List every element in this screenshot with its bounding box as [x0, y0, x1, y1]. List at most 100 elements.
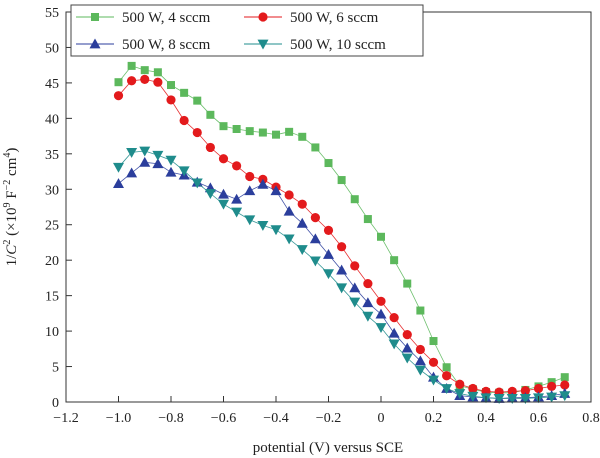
data-point	[285, 127, 294, 136]
data-point	[152, 150, 164, 161]
y-axis-label-exp: 2	[2, 240, 13, 245]
data-point	[324, 159, 333, 168]
data-point	[519, 394, 531, 404]
legend-box	[70, 4, 424, 57]
data-point	[257, 178, 269, 189]
series-2	[113, 74, 570, 397]
data-point	[507, 386, 517, 396]
data-point	[153, 77, 163, 87]
legend-label: 500 W, 8 sccm	[122, 37, 211, 53]
data-point	[297, 199, 307, 209]
data-point	[428, 357, 439, 367]
series-line	[118, 150, 565, 399]
data-point	[389, 313, 399, 323]
data-point	[376, 296, 386, 306]
data-point	[232, 125, 241, 133]
data-point	[113, 178, 124, 188]
data-point	[337, 176, 346, 185]
x-axis-label: potential (V) versus SCE	[253, 440, 403, 456]
y-tick-label: 30	[45, 183, 59, 198]
data-point	[323, 225, 334, 235]
data-point	[270, 225, 282, 236]
data-point	[362, 311, 374, 322]
x-tick-label: −1.2	[53, 411, 78, 426]
data-point	[152, 158, 164, 169]
data-point	[272, 130, 280, 139]
data-point	[429, 337, 438, 346]
series-layer	[113, 61, 571, 404]
y-tick-label: 55	[45, 6, 59, 21]
data-point	[414, 355, 426, 366]
data-point	[193, 96, 202, 105]
data-point	[415, 344, 425, 355]
data-point	[126, 167, 138, 178]
data-point	[178, 166, 190, 177]
data-point	[336, 283, 348, 294]
y-tick-label: 25	[45, 219, 59, 234]
data-point	[401, 353, 413, 364]
data-point	[258, 128, 267, 137]
data-point	[127, 61, 136, 70]
data-point	[455, 379, 465, 389]
data-point	[126, 148, 138, 158]
data-point	[467, 391, 479, 402]
data-point	[114, 78, 123, 87]
data-point	[296, 245, 308, 256]
y-tick-label: 15	[45, 290, 59, 305]
x-tick-label: 0.2	[425, 411, 443, 426]
data-point	[468, 383, 478, 394]
data-point	[166, 95, 176, 105]
data-point	[533, 383, 544, 394]
data-point	[349, 282, 361, 293]
y-tick-label: 10	[45, 325, 59, 340]
x-tick-label: 0.8	[582, 411, 600, 426]
data-point	[245, 171, 255, 182]
y-axis-label-var: C	[4, 244, 20, 255]
legend-label: 500 W, 6 sccm	[290, 10, 379, 26]
y-axis-label-suffix: )	[4, 148, 20, 153]
y-axis-label-exp4: 4	[2, 153, 13, 158]
data-point	[560, 373, 569, 382]
y-axis-label-exp3: −2	[2, 180, 13, 191]
x-tick-label: −0.2	[316, 411, 341, 426]
data-point	[283, 234, 295, 245]
data-point	[350, 261, 360, 271]
data-point	[560, 380, 570, 390]
data-point	[245, 127, 254, 136]
y-tick-label: 40	[45, 112, 59, 127]
data-point	[179, 115, 189, 126]
data-point	[244, 215, 256, 226]
data-point	[309, 233, 321, 244]
data-point	[559, 391, 571, 402]
data-point	[547, 381, 557, 391]
data-point	[520, 386, 530, 396]
data-point	[442, 371, 452, 381]
data-point	[206, 110, 215, 119]
series-1	[114, 61, 569, 397]
y-axis-label-mid2: F	[4, 190, 20, 202]
data-point	[309, 256, 321, 267]
x-tick-label: −0.8	[158, 411, 183, 426]
data-point	[388, 327, 400, 338]
data-point	[205, 142, 215, 153]
data-point	[298, 132, 307, 141]
legend-marker	[91, 13, 99, 21]
legend: 500 W, 4 sccm 500 W, 6 sccm 500 W, 8 sccm 5…	[70, 4, 424, 57]
legend-marker	[258, 12, 268, 22]
x-tick-label: 0	[378, 411, 385, 426]
data-point	[375, 308, 387, 319]
y-axis-label-mid: (×10	[4, 207, 20, 239]
data-point	[284, 190, 294, 200]
data-point	[218, 154, 229, 164]
data-point	[441, 384, 453, 395]
y-tick-label: 0	[52, 396, 59, 411]
data-point	[402, 330, 412, 340]
y-tick-label: 50	[45, 41, 59, 56]
data-point	[191, 178, 203, 189]
data-point	[140, 66, 149, 75]
data-point	[403, 279, 412, 288]
data-point	[192, 127, 202, 138]
data-point	[180, 88, 189, 97]
data-point	[127, 76, 137, 86]
